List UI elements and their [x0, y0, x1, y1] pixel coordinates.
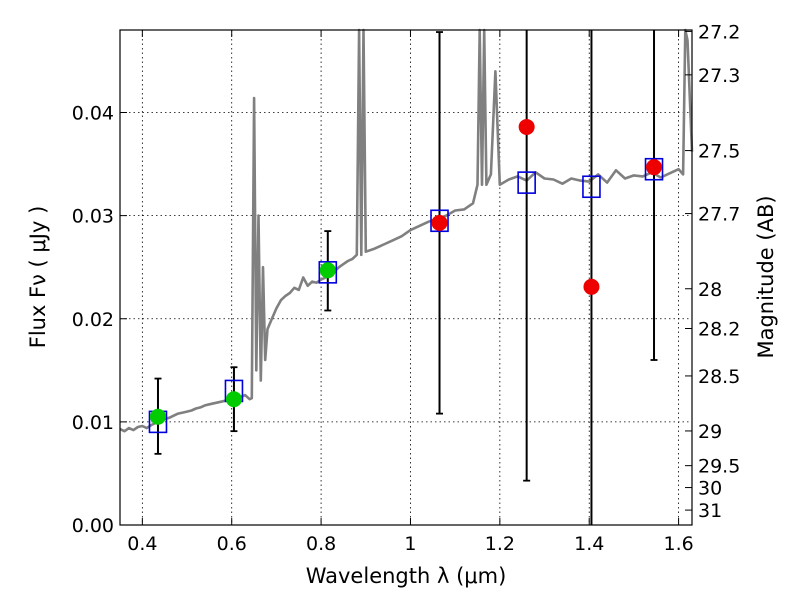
mag-tick-label: 27.2 [698, 21, 740, 43]
observed-point-green [149, 408, 166, 425]
spectrum-layer [119, 28, 694, 433]
model-box [517, 171, 536, 194]
model-box [318, 261, 338, 284]
observed-point-green [225, 391, 242, 408]
mag-tick-label: 28 [698, 279, 722, 301]
grid [120, 30, 692, 526]
y-axis-label: Flux Fν ( μJy ) [26, 206, 50, 349]
x-tick-label: 1.2 [485, 533, 515, 555]
model-box [430, 209, 449, 233]
magnitude-axis-label: Magnitude (AB) [754, 195, 778, 358]
plot-frame [119, 29, 693, 526]
x-tick-label: 1.6 [663, 533, 693, 555]
x-tick-label: 0.6 [217, 533, 247, 555]
observed-point-layer [149, 118, 663, 425]
x-tick-label: 0.8 [306, 533, 336, 555]
mag-tick-label: 27.7 [698, 204, 740, 226]
x-tick-label: 1 [404, 533, 416, 555]
observed-point-red [583, 278, 600, 295]
x-tick-label: 0.4 [127, 533, 157, 555]
errorbar-layer [154, 30, 658, 525]
mag-tick-label: 27.5 [698, 141, 740, 163]
model-box-layer [148, 157, 664, 434]
mag-tick-label: 31 [698, 500, 722, 522]
y-tick-label: 0.03 [72, 206, 114, 228]
x-axis-label: Wavelength λ (μm) [306, 564, 507, 588]
mag-tick-label: 27.3 [698, 65, 740, 87]
model-box [582, 175, 601, 199]
spectrum-line [119, 28, 694, 433]
x-tick-label: 1.4 [574, 533, 604, 555]
y-tick-label: 0.01 [72, 412, 114, 434]
model-box [644, 157, 664, 181]
y-tick-label: 0.02 [72, 309, 114, 331]
y-tick-label: 0.04 [72, 103, 114, 125]
observed-point-red [518, 118, 535, 135]
mag-tick-label: 29.5 [698, 456, 740, 478]
observed-point-red [646, 159, 663, 176]
observed-point-red [431, 214, 448, 231]
mag-tick-label: 29 [698, 421, 722, 443]
mag-tick-label: 30 [698, 478, 722, 500]
mag-tick-label: 28.2 [698, 318, 740, 340]
tick-layer: 0.4 0.6 0.8 1 1.2 1.4 1.6 0.00 0.01 0.02 0.03 0.04 2… [72, 21, 741, 555]
y-tick-label: 0.00 [72, 515, 114, 537]
mag-tick-label: 28.5 [698, 366, 740, 388]
observed-point-green [319, 262, 336, 279]
